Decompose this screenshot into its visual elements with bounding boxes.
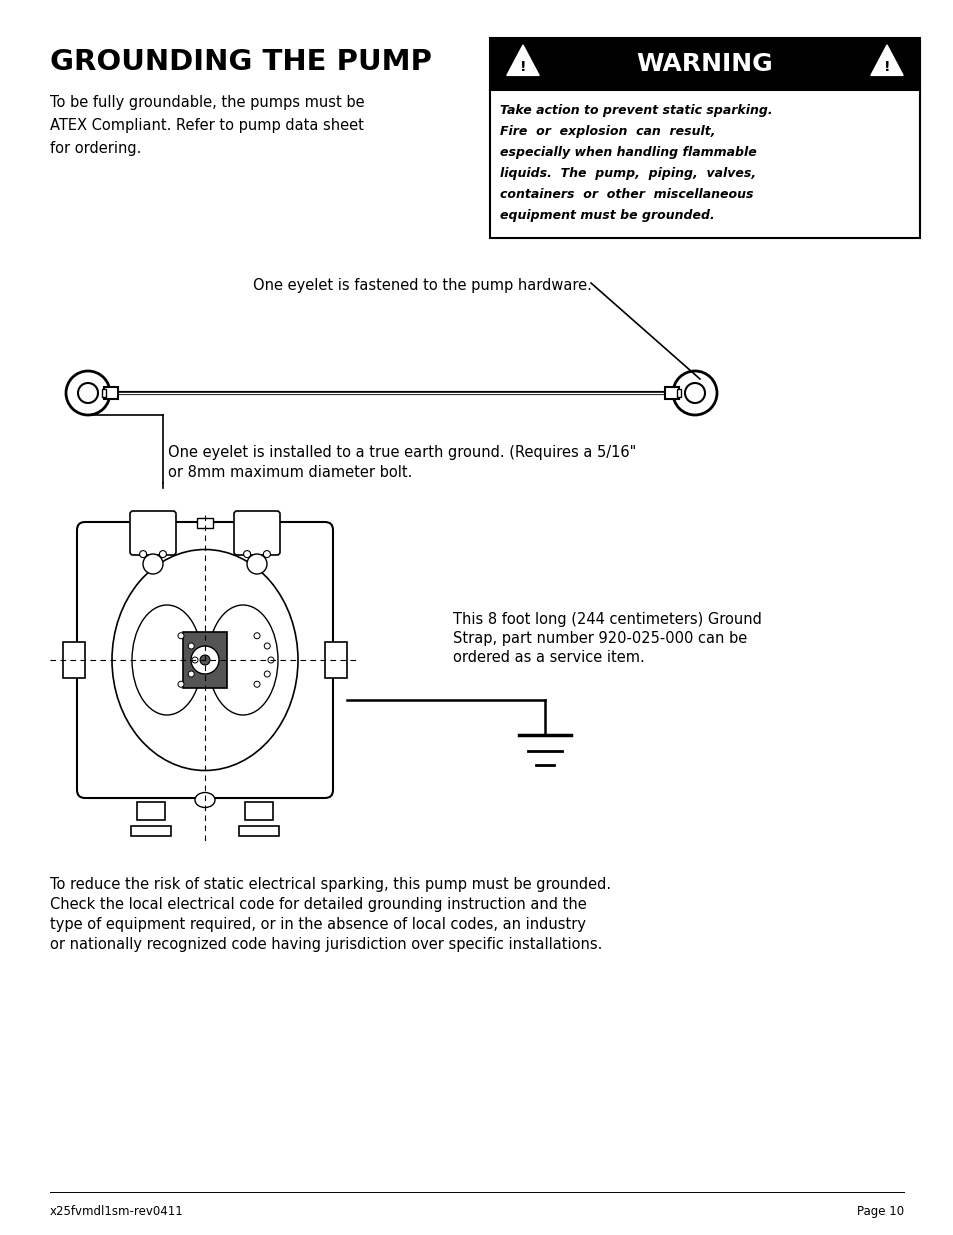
Text: One eyelet is installed to a true earth ground. (Requires a 5/16": One eyelet is installed to a true earth … <box>168 445 636 459</box>
Circle shape <box>684 383 704 403</box>
Text: !: ! <box>882 59 889 74</box>
Circle shape <box>243 551 251 557</box>
FancyBboxPatch shape <box>77 522 333 798</box>
Text: type of equipment required, or in the absence of local codes, an industry: type of equipment required, or in the ab… <box>50 918 585 932</box>
Circle shape <box>192 657 198 663</box>
Text: Fire  or  explosion  can  result,: Fire or explosion can result, <box>499 125 715 138</box>
Text: ordered as a service item.: ordered as a service item. <box>453 650 644 664</box>
Circle shape <box>188 671 194 677</box>
Circle shape <box>200 655 210 664</box>
Bar <box>137 802 165 820</box>
Text: !: ! <box>519 59 526 74</box>
Text: x25fvmdl1sm-rev0411: x25fvmdl1sm-rev0411 <box>50 1205 184 1218</box>
Circle shape <box>672 370 717 415</box>
Text: especially when handling flammable: especially when handling flammable <box>499 146 756 159</box>
Text: To reduce the risk of static electrical sparking, this pump must be grounded.: To reduce the risk of static electrical … <box>50 877 611 892</box>
Polygon shape <box>870 44 902 75</box>
Text: Page 10: Page 10 <box>856 1205 903 1218</box>
FancyBboxPatch shape <box>183 632 227 688</box>
FancyBboxPatch shape <box>233 511 280 555</box>
Text: GROUNDING THE PUMP: GROUNDING THE PUMP <box>50 48 432 77</box>
Bar <box>63 642 85 678</box>
Text: liquids.  The  pump,  piping,  valves,: liquids. The pump, piping, valves, <box>499 167 756 180</box>
Ellipse shape <box>132 605 202 715</box>
Circle shape <box>263 551 270 557</box>
Text: This 8 foot long (244 centimeters) Ground: This 8 foot long (244 centimeters) Groun… <box>453 613 761 627</box>
Ellipse shape <box>112 550 297 771</box>
Ellipse shape <box>194 793 214 808</box>
Circle shape <box>264 671 270 677</box>
Bar <box>102 389 106 396</box>
Text: or 8mm maximum diameter bolt.: or 8mm maximum diameter bolt. <box>168 466 412 480</box>
Bar <box>664 387 679 399</box>
Circle shape <box>191 646 219 674</box>
Circle shape <box>264 643 270 650</box>
Text: equipment must be grounded.: equipment must be grounded. <box>499 209 714 222</box>
Circle shape <box>178 682 184 687</box>
Bar <box>325 642 347 678</box>
Text: Take action to prevent static sparking.: Take action to prevent static sparking. <box>499 104 772 117</box>
Polygon shape <box>506 44 538 75</box>
Circle shape <box>188 643 194 650</box>
Circle shape <box>78 383 98 403</box>
FancyBboxPatch shape <box>130 511 175 555</box>
Circle shape <box>253 632 260 638</box>
Bar <box>245 802 273 820</box>
Text: Strap, part number 920-025-000 can be: Strap, part number 920-025-000 can be <box>453 631 746 646</box>
Bar <box>196 517 213 529</box>
Ellipse shape <box>208 605 277 715</box>
Bar <box>131 826 171 836</box>
Circle shape <box>143 555 163 574</box>
Circle shape <box>247 555 267 574</box>
Circle shape <box>253 682 260 687</box>
Text: or nationally recognized code having jurisdiction over specific installations.: or nationally recognized code having jur… <box>50 937 601 952</box>
Text: One eyelet is fastened to the pump hardware.: One eyelet is fastened to the pump hardw… <box>253 278 591 293</box>
Bar <box>239 826 278 836</box>
Circle shape <box>268 657 274 663</box>
Bar <box>490 38 919 90</box>
Bar <box>490 90 919 238</box>
Bar <box>677 389 680 396</box>
Circle shape <box>139 551 147 557</box>
Text: WARNING: WARNING <box>636 52 773 77</box>
Text: containers  or  other  miscellaneous: containers or other miscellaneous <box>499 188 753 201</box>
Circle shape <box>66 370 110 415</box>
Circle shape <box>178 632 184 638</box>
Text: To be fully groundable, the pumps must be
ATEX Compliant. Refer to pump data she: To be fully groundable, the pumps must b… <box>50 95 364 156</box>
Text: Check the local electrical code for detailed grounding instruction and the: Check the local electrical code for deta… <box>50 897 586 911</box>
Bar <box>104 387 118 399</box>
Circle shape <box>159 551 166 557</box>
